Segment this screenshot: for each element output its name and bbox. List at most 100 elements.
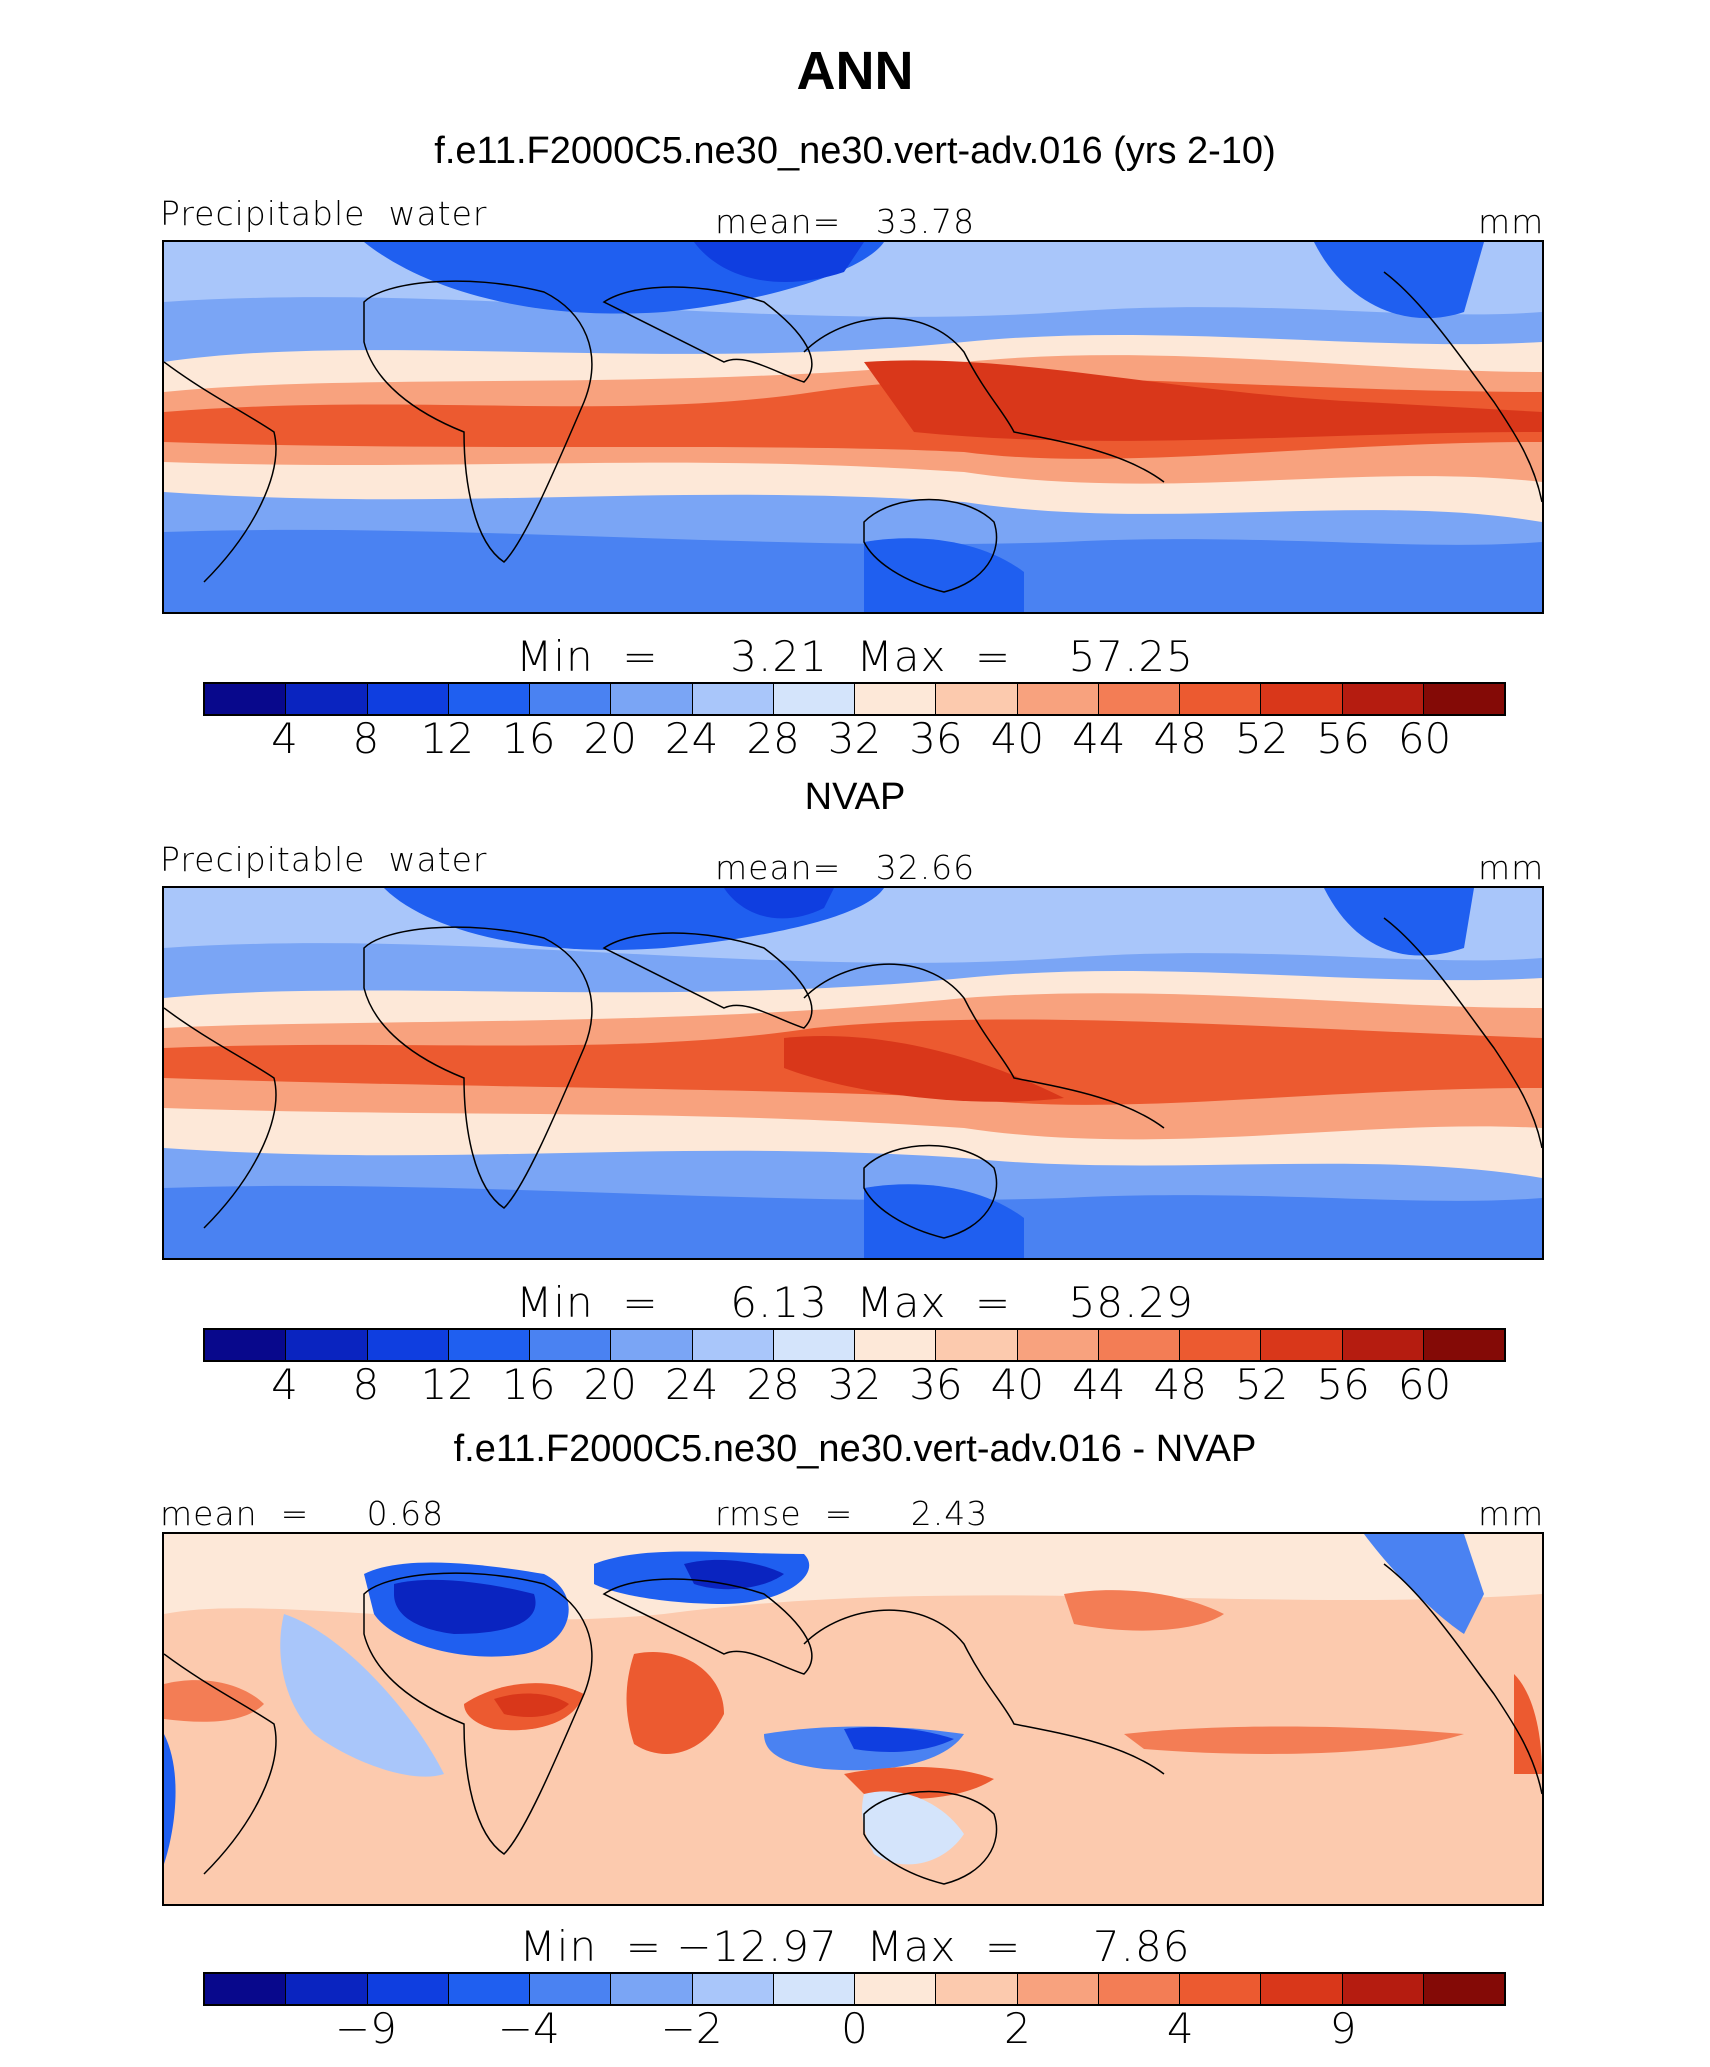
panel-3-units-label: mm [1478, 1494, 1545, 1533]
colorbar-segment [611, 1974, 693, 2004]
colorbar-segment [1017, 1330, 1099, 1360]
colorbar-tick-label: 20 [583, 714, 637, 763]
colorbar-tick-label: 12 [420, 1360, 475, 1409]
colorbar-tick-label: 12 [420, 714, 475, 763]
colorbar-tick-label: 36 [909, 1360, 963, 1409]
colorbar-tick-label: 52 [1234, 1360, 1289, 1409]
colorbar-segment [1098, 684, 1180, 714]
colorbar-segment [1342, 684, 1424, 714]
colorbar-segment [936, 684, 1018, 714]
colorbar-segment [855, 1330, 937, 1360]
colorbar-segment [448, 684, 530, 714]
colorbar-tick-label: 40 [990, 1360, 1045, 1409]
colorbar-tick-label: 56 [1316, 714, 1370, 763]
panel-2-minmax: Min = 6.13 Max = 58.29 [516, 1278, 1194, 1327]
colorbar-segment [367, 684, 449, 714]
panel-2-mean-label: mean= 32.66 [715, 848, 976, 887]
colorbar-segment [286, 1974, 368, 2004]
colorbar-segment [855, 684, 937, 714]
colorbar-segment [773, 1974, 855, 2004]
colorbar-tick-label: 60 [1397, 714, 1452, 763]
colorbar-tick-label: 32 [827, 714, 882, 763]
panel-2-colorbar [203, 1328, 1506, 1362]
colorbar-tick-label: 32 [827, 1360, 882, 1409]
panel-2-variable-label: Precipitable water [160, 840, 488, 879]
colorbar-tick-label: 36 [909, 714, 963, 763]
panel-1-variable-label: Precipitable water [160, 194, 488, 233]
colorbar-tick-label: 60 [1397, 1360, 1452, 1409]
colorbar-segment [773, 684, 855, 714]
colorbar-tick-label: 9 [1329, 2004, 1357, 2053]
panel-2-map [162, 886, 1544, 1260]
colorbar-tick-label: 4 [271, 1360, 298, 1409]
panel-3-map [162, 1532, 1544, 1906]
colorbar-segment [1180, 684, 1262, 714]
colorbar-tick-label: 8 [352, 714, 380, 763]
panel-2-units-label: mm [1478, 848, 1545, 887]
panel-1-title: f.e11.F2000C5.ne30_ne30.vert-adv.016 (yr… [434, 130, 1276, 172]
colorbar-tick-label: 20 [583, 1360, 637, 1409]
colorbar-segment [1342, 1974, 1424, 2004]
colorbar-tick-label: 2 [1004, 2004, 1031, 2053]
panel-1-units-label: mm [1478, 202, 1545, 241]
colorbar-segment [205, 684, 287, 714]
colorbar-segment [692, 1330, 774, 1360]
colorbar-tick-label: 24 [664, 714, 719, 763]
colorbar-segment [367, 1330, 449, 1360]
colorbar-segment [530, 684, 612, 714]
colorbar-tick-label: 28 [746, 1360, 800, 1409]
colorbar-segment [1423, 1974, 1504, 2004]
colorbar-segment [367, 1974, 449, 2004]
colorbar-segment [936, 1330, 1018, 1360]
colorbar-tick-label: 52 [1234, 714, 1289, 763]
colorbar-segment [448, 1330, 530, 1360]
colorbar-segment [1261, 1974, 1343, 2004]
colorbar-tick-label: 48 [1153, 714, 1207, 763]
colorbar-tick-label: 16 [502, 1360, 556, 1409]
colorbar-segment [1098, 1974, 1180, 2004]
colorbar-tick-label: 44 [1072, 714, 1126, 763]
colorbar-segment [448, 1974, 530, 2004]
colorbar-segment [692, 1974, 774, 2004]
colorbar-segment [773, 1330, 855, 1360]
panel-2-title: NVAP [804, 776, 906, 818]
colorbar-tick-label: 40 [990, 714, 1045, 763]
colorbar-tick-label: 8 [352, 1360, 380, 1409]
colorbar-segment [286, 1330, 368, 1360]
colorbar-segment [1261, 684, 1343, 714]
colorbar-segment [286, 684, 368, 714]
colorbar-segment [1098, 1330, 1180, 1360]
colorbar-tick-label: −2 [660, 2004, 723, 2053]
panel-2-ticks: 4 8 12 16 20 24 28 32 36 40 44 48 52 56 60 [0, 1360, 1710, 1410]
panel-3-minmax: Min = −12.97 Max = 7.86 [519, 1922, 1191, 1971]
colorbar-segment [692, 684, 774, 714]
panel-3-title: f.e11.F2000C5.ne30_ne30.vert-adv.016 - N… [453, 1428, 1257, 1470]
colorbar-tick-label: 28 [746, 714, 800, 763]
colorbar-tick-label: −9 [334, 2004, 397, 2053]
panel-1-colorbar [203, 682, 1506, 716]
colorbar-segment [611, 1330, 693, 1360]
colorbar-tick-label: 24 [664, 1360, 719, 1409]
colorbar-tick-label: −4 [497, 2004, 560, 2053]
colorbar-segment [936, 1974, 1018, 2004]
colorbar-segment [530, 1974, 612, 2004]
panel-3-ticks: −9 −4 −2 0 2 4 9 [0, 2004, 1710, 2054]
panel-1-mean-label: mean= 33.78 [715, 202, 976, 241]
colorbar-segment [205, 1330, 287, 1360]
colorbar-segment [205, 1974, 287, 2004]
colorbar-tick-label: 16 [502, 714, 556, 763]
panel-1-minmax: Min = 3.21 Max = 57.25 [516, 632, 1194, 681]
colorbar-segment [611, 684, 693, 714]
panel-3-colorbar [203, 1972, 1506, 2006]
panel-1-ticks: 4 8 12 16 20 24 28 32 36 40 44 48 52 56 60 [0, 714, 1710, 764]
colorbar-tick-label: 56 [1316, 1360, 1370, 1409]
colorbar-segment [1342, 1330, 1424, 1360]
panel-3-mean-label: mean = 0.68 [160, 1494, 445, 1533]
colorbar-segment [1180, 1330, 1262, 1360]
colorbar-segment [855, 1974, 937, 2004]
panel-1-map [162, 240, 1544, 614]
colorbar-tick-label: 4 [271, 714, 298, 763]
colorbar-segment [1180, 1974, 1262, 2004]
colorbar-segment [1423, 684, 1504, 714]
colorbar-segment [1017, 1974, 1099, 2004]
